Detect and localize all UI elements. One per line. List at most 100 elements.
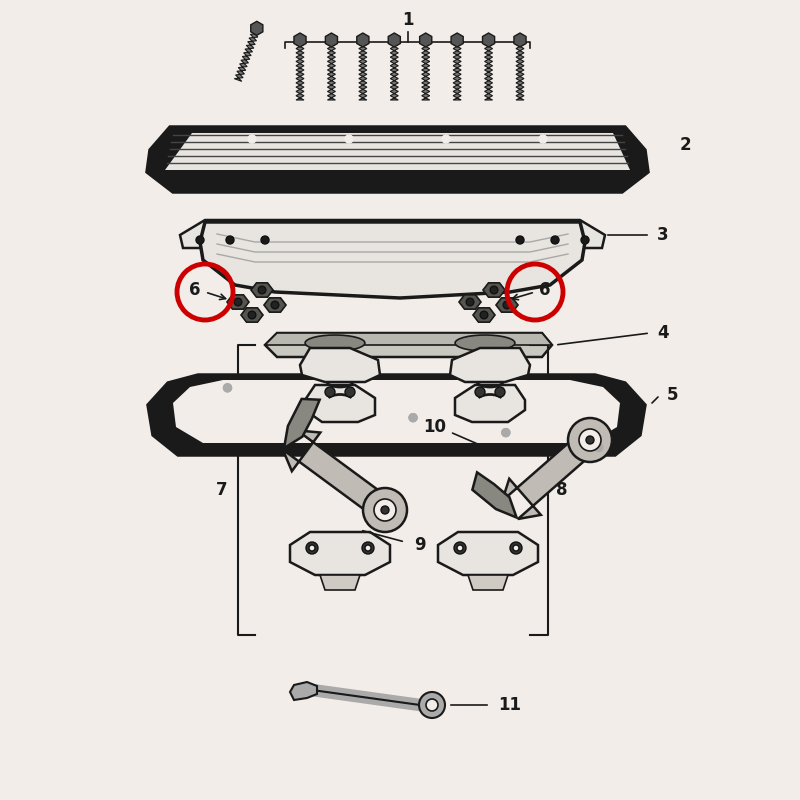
Circle shape [309, 545, 315, 551]
Polygon shape [482, 33, 494, 47]
Circle shape [362, 542, 374, 554]
Polygon shape [496, 298, 518, 312]
Circle shape [374, 499, 396, 521]
Circle shape [539, 135, 547, 143]
Polygon shape [516, 40, 524, 100]
Circle shape [426, 699, 438, 711]
Polygon shape [357, 33, 369, 47]
Polygon shape [300, 348, 380, 382]
Text: 7: 7 [216, 481, 228, 499]
Circle shape [419, 692, 445, 718]
Text: 6: 6 [190, 281, 201, 299]
Circle shape [594, 443, 602, 451]
Circle shape [196, 236, 204, 244]
Circle shape [316, 398, 324, 406]
Circle shape [551, 236, 559, 244]
Polygon shape [250, 22, 263, 35]
Polygon shape [473, 308, 495, 322]
Polygon shape [173, 380, 620, 443]
Circle shape [248, 311, 256, 319]
Polygon shape [320, 575, 360, 590]
Polygon shape [390, 40, 398, 100]
Polygon shape [234, 27, 261, 82]
Circle shape [306, 542, 318, 554]
Circle shape [490, 286, 498, 294]
Polygon shape [227, 295, 249, 309]
Polygon shape [284, 399, 320, 448]
Circle shape [381, 506, 389, 514]
Polygon shape [455, 335, 515, 351]
Polygon shape [483, 283, 505, 297]
Circle shape [475, 387, 485, 397]
Polygon shape [468, 575, 508, 590]
Polygon shape [326, 33, 338, 47]
Polygon shape [283, 430, 392, 520]
Polygon shape [290, 682, 317, 700]
Polygon shape [241, 308, 263, 322]
Polygon shape [296, 40, 304, 100]
Text: 1: 1 [402, 11, 414, 29]
Text: 11: 11 [498, 696, 522, 714]
Circle shape [345, 387, 355, 397]
Polygon shape [502, 431, 598, 519]
Circle shape [345, 135, 353, 143]
Circle shape [503, 301, 511, 309]
Circle shape [325, 387, 335, 397]
Circle shape [581, 236, 589, 244]
Polygon shape [264, 298, 286, 312]
Circle shape [409, 414, 417, 422]
Circle shape [516, 236, 524, 244]
Text: 5: 5 [666, 386, 678, 404]
Polygon shape [251, 283, 273, 297]
Polygon shape [485, 40, 493, 100]
Circle shape [442, 135, 450, 143]
Text: 2: 2 [679, 136, 691, 154]
Circle shape [466, 298, 474, 306]
Polygon shape [450, 348, 530, 382]
Text: 3: 3 [657, 226, 669, 244]
Text: 8: 8 [556, 481, 568, 499]
Circle shape [234, 298, 242, 306]
Circle shape [365, 545, 371, 551]
Circle shape [594, 443, 602, 451]
Polygon shape [438, 532, 538, 575]
Polygon shape [294, 33, 306, 47]
Circle shape [226, 236, 234, 244]
Polygon shape [265, 333, 552, 345]
Circle shape [248, 135, 256, 143]
Circle shape [513, 545, 519, 551]
Polygon shape [305, 385, 375, 422]
Circle shape [457, 545, 463, 551]
Circle shape [480, 311, 488, 319]
Text: 4: 4 [657, 324, 669, 342]
Polygon shape [165, 133, 630, 170]
Polygon shape [359, 40, 367, 100]
Text: 9: 9 [414, 536, 426, 554]
Circle shape [363, 488, 407, 532]
Circle shape [454, 542, 466, 554]
Polygon shape [148, 375, 645, 455]
Polygon shape [180, 220, 605, 248]
Circle shape [223, 384, 231, 392]
Circle shape [271, 301, 279, 309]
Polygon shape [514, 33, 526, 47]
Circle shape [316, 398, 324, 406]
Circle shape [586, 436, 594, 444]
Circle shape [495, 387, 505, 397]
Text: 6: 6 [539, 281, 550, 299]
Polygon shape [459, 295, 481, 309]
Polygon shape [453, 40, 461, 100]
Polygon shape [147, 127, 648, 192]
Polygon shape [305, 335, 365, 351]
Circle shape [510, 542, 522, 554]
Polygon shape [327, 40, 335, 100]
Polygon shape [200, 222, 585, 298]
Polygon shape [290, 532, 390, 575]
Circle shape [502, 429, 510, 437]
Circle shape [409, 414, 417, 422]
Text: 10: 10 [423, 418, 446, 436]
Polygon shape [472, 472, 517, 518]
Polygon shape [388, 33, 400, 47]
Circle shape [568, 418, 612, 462]
Circle shape [579, 429, 601, 451]
